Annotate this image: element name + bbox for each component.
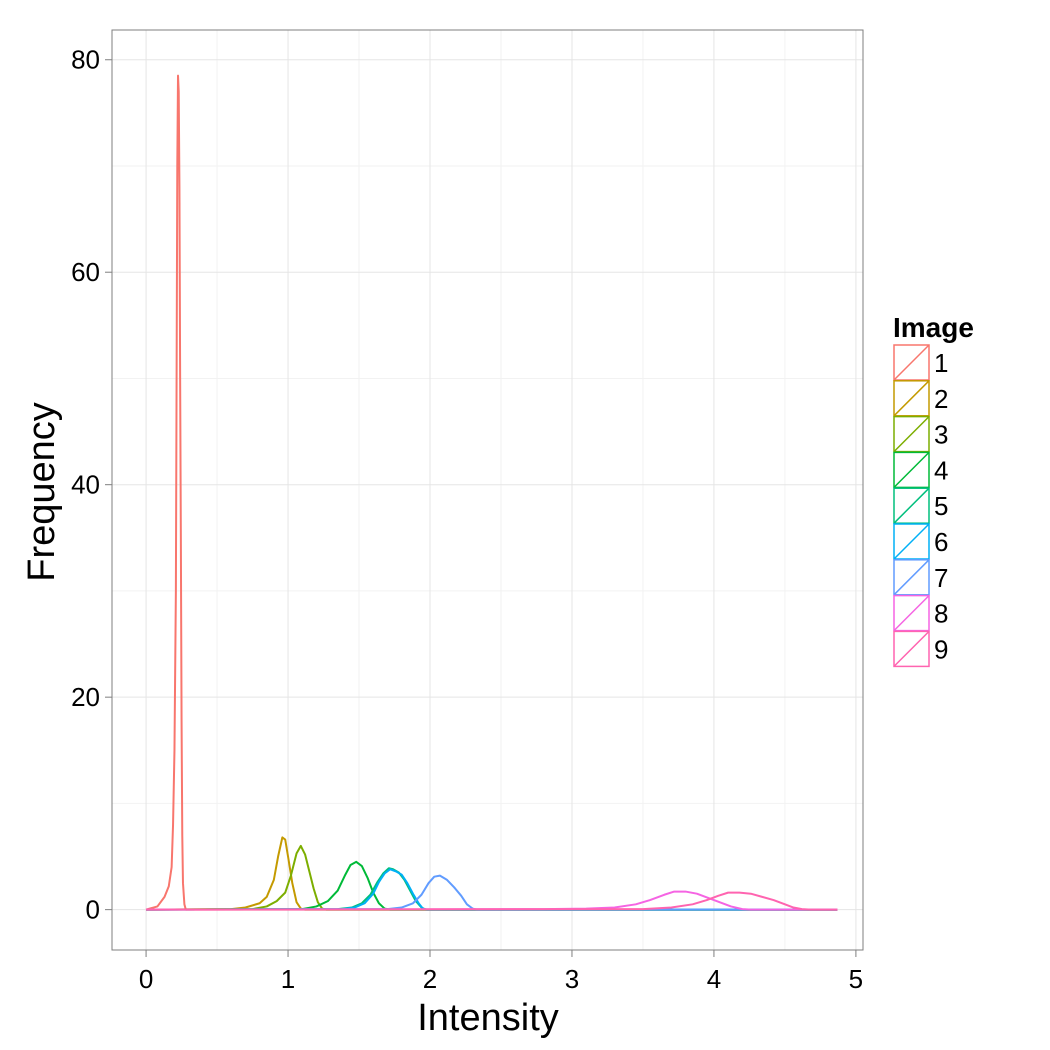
plot-panel-border bbox=[111, 29, 864, 951]
legend-title: Image bbox=[893, 312, 974, 343]
legend-key-diagonal bbox=[893, 451, 930, 488]
y-axis-title: Frequency bbox=[21, 402, 63, 582]
series-line-9 bbox=[146, 891, 838, 911]
legend-key-diagonal bbox=[893, 559, 930, 596]
legend-key-diagonal bbox=[893, 630, 930, 667]
legend-key-diagonal bbox=[893, 523, 930, 560]
y-tick-label: 20 bbox=[71, 682, 100, 712]
legend-key-diagonal bbox=[893, 487, 930, 524]
legend-label: 3 bbox=[934, 420, 948, 450]
y-tick-label: 40 bbox=[71, 470, 100, 500]
legend-item-1: 1 bbox=[893, 344, 948, 381]
y-tick-label: 60 bbox=[71, 257, 100, 287]
series-lines bbox=[145, 74, 838, 911]
series-line-7 bbox=[146, 874, 838, 911]
x-tick-label: 5 bbox=[849, 964, 863, 994]
legend-label: 8 bbox=[934, 599, 948, 629]
legend-item-4: 4 bbox=[893, 451, 948, 489]
legend-item-7: 7 bbox=[893, 559, 948, 596]
series-line-2 bbox=[146, 836, 838, 911]
legend-key-diagonal bbox=[893, 416, 930, 453]
legend-item-9: 9 bbox=[893, 630, 948, 668]
x-axis-title: Intensity bbox=[417, 997, 559, 1039]
grid bbox=[112, 30, 863, 950]
legend-item-6: 6 bbox=[893, 523, 948, 560]
series-line-8 bbox=[146, 890, 838, 911]
legend-label: 4 bbox=[934, 455, 948, 485]
x-tick-label: 0 bbox=[139, 964, 153, 994]
series-line-4 bbox=[146, 860, 838, 911]
legend-label: 7 bbox=[934, 563, 948, 593]
x-tick-label: 1 bbox=[281, 964, 295, 994]
legend-label: 6 bbox=[934, 527, 948, 557]
series-line-1 bbox=[145, 74, 838, 911]
legend-key-diagonal bbox=[893, 595, 930, 632]
series-line-6 bbox=[146, 868, 838, 911]
series-line-3 bbox=[146, 844, 838, 911]
legend-key-diagonal bbox=[893, 344, 930, 381]
legend-label: 9 bbox=[934, 634, 948, 664]
legend-item-2: 2 bbox=[893, 380, 948, 417]
legend-key-diagonal bbox=[893, 380, 930, 417]
legend-item-5: 5 bbox=[893, 487, 948, 524]
legend-label: 2 bbox=[934, 384, 948, 414]
x-tick-label: 4 bbox=[707, 964, 721, 994]
legend-label: 5 bbox=[934, 491, 948, 521]
x-tick-label: 2 bbox=[423, 964, 437, 994]
axes: 0 1 2 3 4 5 0 20 40 60 80 bbox=[71, 45, 863, 994]
x-tick-label: 3 bbox=[565, 964, 579, 994]
legend-item-3: 3 bbox=[893, 415, 948, 453]
legend-label: 1 bbox=[934, 348, 948, 378]
y-tick-label: 0 bbox=[86, 895, 100, 925]
y-tick-label: 80 bbox=[71, 45, 100, 75]
legend: Image 1 2 3 4 5 6 7 8 9 bbox=[893, 312, 974, 668]
legend-item-8: 8 bbox=[893, 594, 948, 632]
